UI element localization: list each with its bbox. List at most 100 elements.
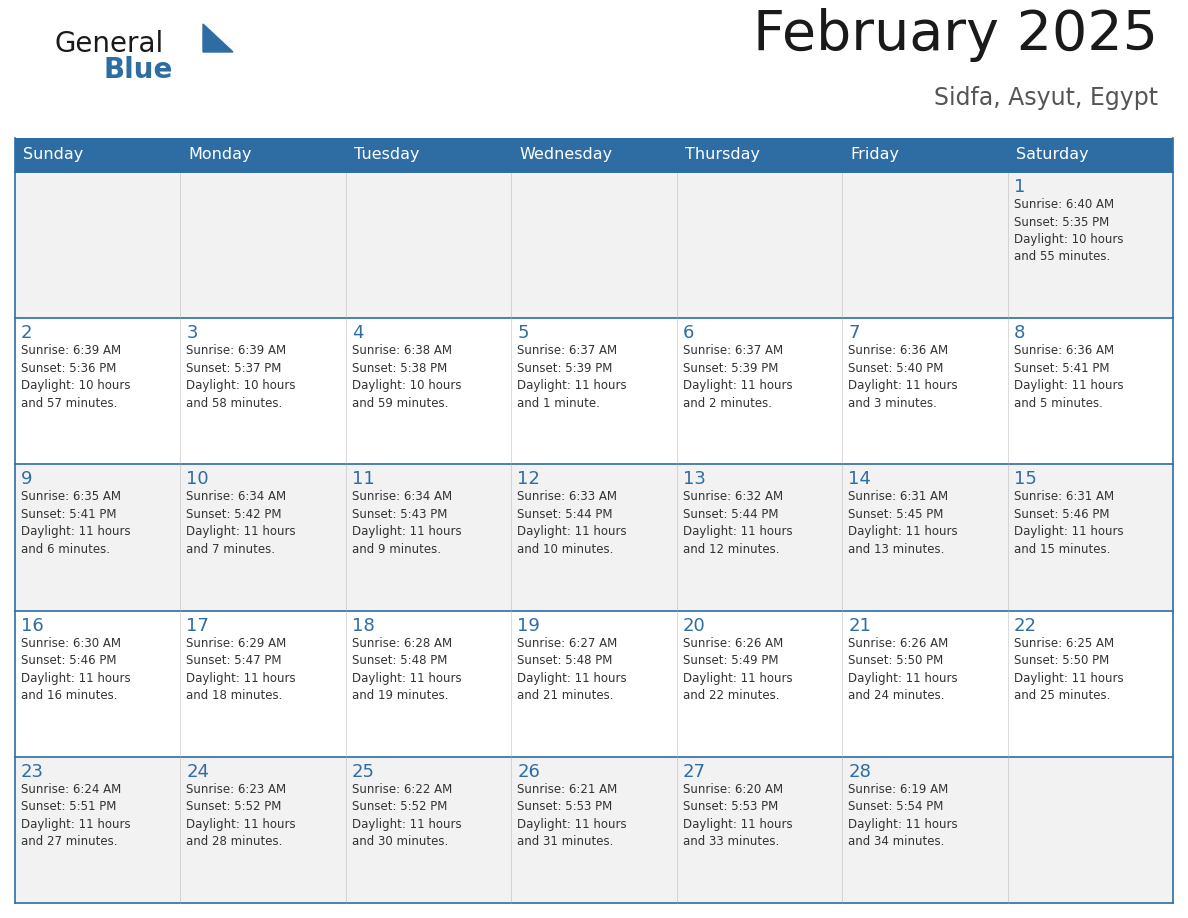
Text: 10: 10 xyxy=(187,470,209,488)
Text: Sidfa, Asyut, Egypt: Sidfa, Asyut, Egypt xyxy=(934,86,1158,110)
Text: Sunrise: 6:34 AM
Sunset: 5:42 PM
Daylight: 11 hours
and 7 minutes.: Sunrise: 6:34 AM Sunset: 5:42 PM Dayligh… xyxy=(187,490,296,556)
Text: Sunrise: 6:19 AM
Sunset: 5:54 PM
Daylight: 11 hours
and 34 minutes.: Sunrise: 6:19 AM Sunset: 5:54 PM Dayligh… xyxy=(848,783,958,848)
Text: 8: 8 xyxy=(1013,324,1025,342)
Text: Sunrise: 6:29 AM
Sunset: 5:47 PM
Daylight: 11 hours
and 18 minutes.: Sunrise: 6:29 AM Sunset: 5:47 PM Dayligh… xyxy=(187,636,296,702)
Text: 19: 19 xyxy=(517,617,541,634)
Text: Sunrise: 6:38 AM
Sunset: 5:38 PM
Daylight: 10 hours
and 59 minutes.: Sunrise: 6:38 AM Sunset: 5:38 PM Dayligh… xyxy=(352,344,461,409)
Text: 7: 7 xyxy=(848,324,860,342)
Text: 17: 17 xyxy=(187,617,209,634)
Text: Sunrise: 6:35 AM
Sunset: 5:41 PM
Daylight: 11 hours
and 6 minutes.: Sunrise: 6:35 AM Sunset: 5:41 PM Dayligh… xyxy=(21,490,131,556)
Bar xyxy=(511,319,677,465)
Text: 13: 13 xyxy=(683,470,706,488)
Polygon shape xyxy=(203,24,233,52)
Text: Sunrise: 6:39 AM
Sunset: 5:36 PM
Daylight: 10 hours
and 57 minutes.: Sunrise: 6:39 AM Sunset: 5:36 PM Dayligh… xyxy=(21,344,131,409)
Text: Sunrise: 6:21 AM
Sunset: 5:53 PM
Daylight: 11 hours
and 31 minutes.: Sunrise: 6:21 AM Sunset: 5:53 PM Dayligh… xyxy=(517,783,627,848)
Text: 11: 11 xyxy=(352,470,374,488)
Text: 27: 27 xyxy=(683,763,706,781)
Text: Sunrise: 6:37 AM
Sunset: 5:39 PM
Daylight: 11 hours
and 1 minute.: Sunrise: 6:37 AM Sunset: 5:39 PM Dayligh… xyxy=(517,344,627,409)
Text: Monday: Monday xyxy=(189,148,252,162)
Text: 22: 22 xyxy=(1013,617,1037,634)
Text: Sunrise: 6:26 AM
Sunset: 5:50 PM
Daylight: 11 hours
and 24 minutes.: Sunrise: 6:26 AM Sunset: 5:50 PM Dayligh… xyxy=(848,636,958,702)
Text: 1: 1 xyxy=(1013,178,1025,196)
Bar xyxy=(15,610,181,756)
Text: 16: 16 xyxy=(21,617,44,634)
Text: Tuesday: Tuesday xyxy=(354,148,419,162)
Text: 6: 6 xyxy=(683,324,694,342)
Bar xyxy=(677,756,842,903)
Bar xyxy=(181,756,346,903)
Text: 21: 21 xyxy=(848,617,871,634)
Bar xyxy=(677,319,842,465)
Bar xyxy=(511,756,677,903)
Bar xyxy=(181,610,346,756)
Bar xyxy=(15,756,181,903)
Text: 26: 26 xyxy=(517,763,541,781)
Text: Sunrise: 6:32 AM
Sunset: 5:44 PM
Daylight: 11 hours
and 12 minutes.: Sunrise: 6:32 AM Sunset: 5:44 PM Dayligh… xyxy=(683,490,792,556)
Bar xyxy=(842,319,1007,465)
Bar xyxy=(346,319,511,465)
Bar xyxy=(842,756,1007,903)
Text: Sunrise: 6:23 AM
Sunset: 5:52 PM
Daylight: 11 hours
and 28 minutes.: Sunrise: 6:23 AM Sunset: 5:52 PM Dayligh… xyxy=(187,783,296,848)
Text: Thursday: Thursday xyxy=(684,148,759,162)
Bar xyxy=(842,465,1007,610)
Text: 28: 28 xyxy=(848,763,871,781)
Text: Sunrise: 6:30 AM
Sunset: 5:46 PM
Daylight: 11 hours
and 16 minutes.: Sunrise: 6:30 AM Sunset: 5:46 PM Dayligh… xyxy=(21,636,131,702)
Bar xyxy=(677,610,842,756)
Bar xyxy=(15,172,181,319)
Text: Sunrise: 6:22 AM
Sunset: 5:52 PM
Daylight: 11 hours
and 30 minutes.: Sunrise: 6:22 AM Sunset: 5:52 PM Dayligh… xyxy=(352,783,461,848)
Text: 5: 5 xyxy=(517,324,529,342)
Bar xyxy=(1007,610,1173,756)
Text: Sunrise: 6:20 AM
Sunset: 5:53 PM
Daylight: 11 hours
and 33 minutes.: Sunrise: 6:20 AM Sunset: 5:53 PM Dayligh… xyxy=(683,783,792,848)
Bar xyxy=(1007,465,1173,610)
Bar xyxy=(346,465,511,610)
Text: Sunday: Sunday xyxy=(23,148,83,162)
Bar xyxy=(842,610,1007,756)
Bar xyxy=(181,465,346,610)
Text: Friday: Friday xyxy=(851,148,899,162)
Text: Sunrise: 6:39 AM
Sunset: 5:37 PM
Daylight: 10 hours
and 58 minutes.: Sunrise: 6:39 AM Sunset: 5:37 PM Dayligh… xyxy=(187,344,296,409)
Bar xyxy=(346,756,511,903)
Bar xyxy=(15,319,181,465)
Text: 18: 18 xyxy=(352,617,374,634)
Bar xyxy=(842,172,1007,319)
Text: Sunrise: 6:33 AM
Sunset: 5:44 PM
Daylight: 11 hours
and 10 minutes.: Sunrise: 6:33 AM Sunset: 5:44 PM Dayligh… xyxy=(517,490,627,556)
Text: 3: 3 xyxy=(187,324,198,342)
Bar xyxy=(511,465,677,610)
Bar xyxy=(181,319,346,465)
Text: Sunrise: 6:26 AM
Sunset: 5:49 PM
Daylight: 11 hours
and 22 minutes.: Sunrise: 6:26 AM Sunset: 5:49 PM Dayligh… xyxy=(683,636,792,702)
Text: Sunrise: 6:25 AM
Sunset: 5:50 PM
Daylight: 11 hours
and 25 minutes.: Sunrise: 6:25 AM Sunset: 5:50 PM Dayligh… xyxy=(1013,636,1123,702)
Text: Sunrise: 6:34 AM
Sunset: 5:43 PM
Daylight: 11 hours
and 9 minutes.: Sunrise: 6:34 AM Sunset: 5:43 PM Dayligh… xyxy=(352,490,461,556)
Bar xyxy=(15,138,1173,172)
Text: Sunrise: 6:36 AM
Sunset: 5:40 PM
Daylight: 11 hours
and 3 minutes.: Sunrise: 6:36 AM Sunset: 5:40 PM Dayligh… xyxy=(848,344,958,409)
Text: 23: 23 xyxy=(21,763,44,781)
Text: 4: 4 xyxy=(352,324,364,342)
Text: 14: 14 xyxy=(848,470,871,488)
Text: Saturday: Saturday xyxy=(1016,148,1088,162)
Bar xyxy=(511,610,677,756)
Text: 24: 24 xyxy=(187,763,209,781)
Bar xyxy=(677,465,842,610)
Bar xyxy=(1007,319,1173,465)
Text: Sunrise: 6:31 AM
Sunset: 5:46 PM
Daylight: 11 hours
and 15 minutes.: Sunrise: 6:31 AM Sunset: 5:46 PM Dayligh… xyxy=(1013,490,1123,556)
Text: Blue: Blue xyxy=(103,56,172,84)
Text: 9: 9 xyxy=(21,470,32,488)
Text: February 2025: February 2025 xyxy=(753,8,1158,62)
Bar xyxy=(181,172,346,319)
Bar xyxy=(511,172,677,319)
Text: Wednesday: Wednesday xyxy=(519,148,612,162)
Text: 15: 15 xyxy=(1013,470,1036,488)
Text: General: General xyxy=(55,30,164,58)
Text: Sunrise: 6:28 AM
Sunset: 5:48 PM
Daylight: 11 hours
and 19 minutes.: Sunrise: 6:28 AM Sunset: 5:48 PM Dayligh… xyxy=(352,636,461,702)
Text: Sunrise: 6:36 AM
Sunset: 5:41 PM
Daylight: 11 hours
and 5 minutes.: Sunrise: 6:36 AM Sunset: 5:41 PM Dayligh… xyxy=(1013,344,1123,409)
Bar xyxy=(1007,172,1173,319)
Bar xyxy=(15,465,181,610)
Text: Sunrise: 6:27 AM
Sunset: 5:48 PM
Daylight: 11 hours
and 21 minutes.: Sunrise: 6:27 AM Sunset: 5:48 PM Dayligh… xyxy=(517,636,627,702)
Text: Sunrise: 6:37 AM
Sunset: 5:39 PM
Daylight: 11 hours
and 2 minutes.: Sunrise: 6:37 AM Sunset: 5:39 PM Dayligh… xyxy=(683,344,792,409)
Text: Sunrise: 6:31 AM
Sunset: 5:45 PM
Daylight: 11 hours
and 13 minutes.: Sunrise: 6:31 AM Sunset: 5:45 PM Dayligh… xyxy=(848,490,958,556)
Bar xyxy=(346,610,511,756)
Text: 20: 20 xyxy=(683,617,706,634)
Bar xyxy=(1007,756,1173,903)
Text: Sunrise: 6:40 AM
Sunset: 5:35 PM
Daylight: 10 hours
and 55 minutes.: Sunrise: 6:40 AM Sunset: 5:35 PM Dayligh… xyxy=(1013,198,1123,263)
Text: Sunrise: 6:24 AM
Sunset: 5:51 PM
Daylight: 11 hours
and 27 minutes.: Sunrise: 6:24 AM Sunset: 5:51 PM Dayligh… xyxy=(21,783,131,848)
Text: 25: 25 xyxy=(352,763,375,781)
